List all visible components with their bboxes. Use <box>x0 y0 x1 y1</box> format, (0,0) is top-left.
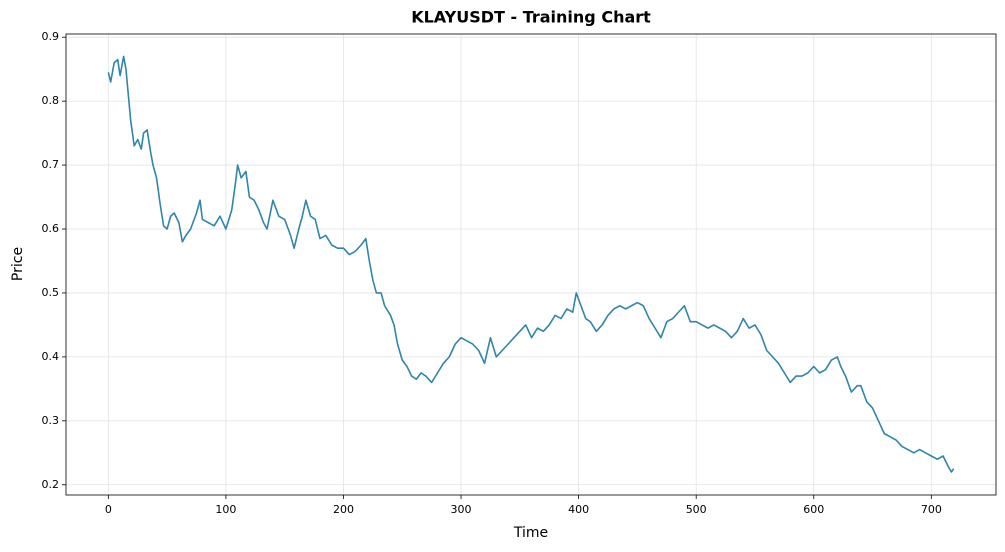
x-tick-label: 700 <box>921 503 942 516</box>
x-tick-label: 600 <box>803 503 824 516</box>
x-tick-label: 0 <box>105 503 112 516</box>
y-tick-label: 0.2 <box>42 478 60 491</box>
x-tick-label: 200 <box>333 503 354 516</box>
y-tick-label: 0.4 <box>42 350 60 363</box>
y-tick-label: 0.7 <box>42 158 60 171</box>
y-tick-label: 0.5 <box>42 286 60 299</box>
x-tick-label: 400 <box>568 503 589 516</box>
y-tick-label: 0.8 <box>42 94 60 107</box>
y-tick-label: 0.9 <box>42 30 60 43</box>
y-tick-label: 0.3 <box>42 414 60 427</box>
chart-title: KLAYUSDT - Training Chart <box>411 8 651 27</box>
y-axis-label: Price <box>10 247 26 281</box>
x-axis-label: Time <box>513 525 548 541</box>
line-series <box>107 55 955 473</box>
x-tick-label: 500 <box>686 503 707 516</box>
plot-frame <box>65 33 997 496</box>
x-tick-label: 100 <box>215 503 236 516</box>
x-tick-label: 300 <box>451 503 472 516</box>
y-tick-label: 0.6 <box>42 222 60 235</box>
